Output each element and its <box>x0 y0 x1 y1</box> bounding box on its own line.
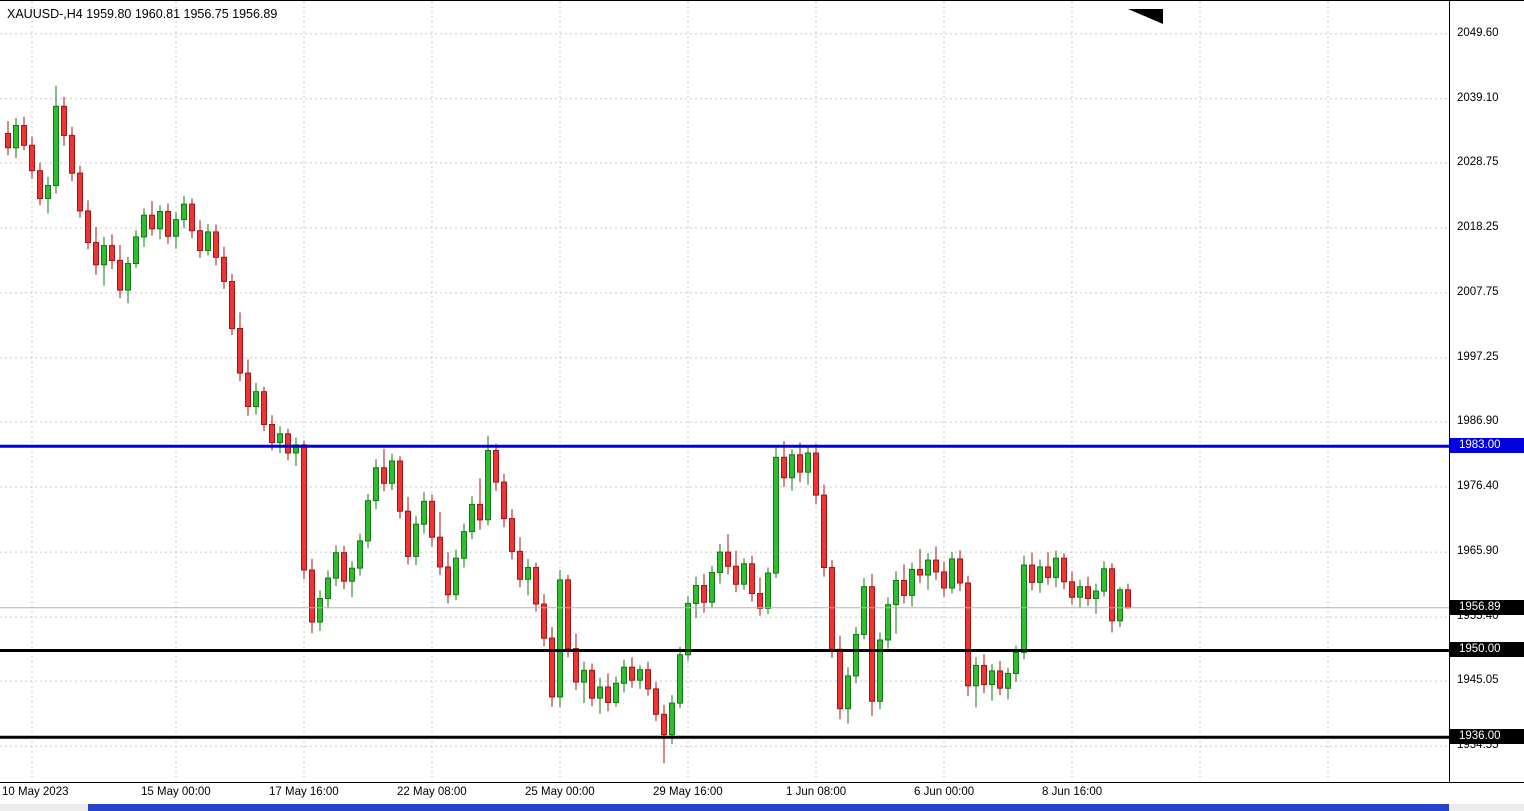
price-axis-label: 2007.75 <box>1457 285 1499 298</box>
ohlc-readout: XAUUSD-,H4 1959.80 1960.81 1956.75 1956.… <box>7 7 278 21</box>
price-axis-label: 1986.90 <box>1457 415 1499 428</box>
price-axis-label: 1945.05 <box>1457 674 1499 687</box>
price-axis-label: 1976.40 <box>1457 480 1499 493</box>
time-axis-label: 22 May 08:00 <box>397 786 467 798</box>
level-price-tag: 1950.00 <box>1450 642 1524 658</box>
price-axis-label: 1997.25 <box>1457 350 1499 363</box>
time-axis-label: 29 May 16:00 <box>653 786 723 798</box>
time-axis[interactable]: 10 May 2023 15 May 00:00 17 May 16:00 22 Ma… <box>0 782 1524 803</box>
price-axis-label: 1965.90 <box>1457 545 1499 558</box>
price-axis-label: 2028.75 <box>1457 155 1499 168</box>
time-axis-label: 6 Jun 00:00 <box>914 786 975 798</box>
price-axis-label: 2018.25 <box>1457 220 1499 233</box>
time-axis-label: 25 May 00:00 <box>525 786 595 798</box>
scrollbar-thumb[interactable] <box>88 804 1449 811</box>
price-axis[interactable]: 2049.60 2039.10 2028.75 2018.25 2007.75 1997.… <box>1449 0 1524 782</box>
time-axis-label: 15 May 00:00 <box>141 786 211 798</box>
current-price-tag: 1956.89 <box>1450 599 1524 615</box>
horizontal-scrollbar <box>0 804 1524 811</box>
chart-shift-marker-icon <box>1128 9 1163 24</box>
candlestick-chart <box>0 1 1449 783</box>
time-axis-label: 10 May 2023 <box>2 786 69 798</box>
price-axis-label: 2039.10 <box>1457 91 1499 104</box>
price-axis-label: 2049.60 <box>1457 26 1499 39</box>
price-chart-area[interactable]: XAUUSD-,H4 1959.80 1960.81 1956.75 1956.… <box>0 0 1449 783</box>
time-axis-label: 1 Jun 08:00 <box>786 786 847 798</box>
level-price-tag: 1936.00 <box>1450 729 1524 745</box>
level-price-tag: 1983.00 <box>1450 438 1524 454</box>
time-axis-label: 8 Jun 16:00 <box>1042 786 1103 798</box>
time-axis-label: 17 May 16:00 <box>269 786 339 798</box>
